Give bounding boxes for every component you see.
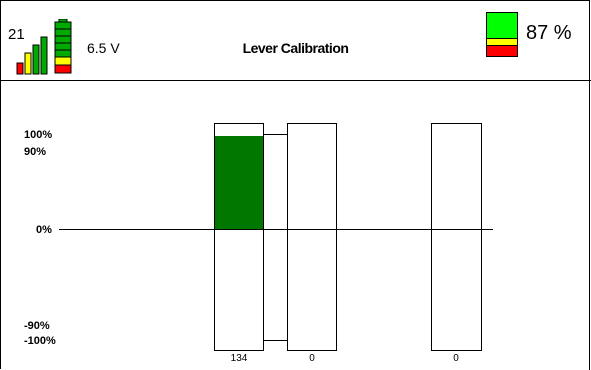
tx-battery-icon [486,12,518,57]
lever-value-2: 0 [309,353,315,364]
receiver-voltage: 6.5 V [87,40,120,56]
lever-level-fill-1 [215,136,263,230]
screen-frame-right [589,0,590,370]
lever-bar-3[interactable] [431,123,482,351]
signal-strength-value: 21 [8,26,25,43]
axis-label-100: 100% [24,129,53,141]
header-divider [0,80,591,81]
axis-label-minus-90: -90% [24,320,50,332]
zero-line [59,229,493,230]
page-title: Lever Calibration [242,40,349,56]
axis-label-90: 90% [24,146,47,158]
axis-label-minus-100: -100% [24,335,56,347]
lever-bar-2[interactable] [287,123,337,351]
calibration-tick-bottom [264,340,287,341]
lever-value-1: 134 [230,353,248,364]
lever-bar-1[interactable] [214,123,264,351]
tx-battery-percent: 87 % [526,22,572,44]
signal-battery-icon [16,19,72,75]
calibration-tick-top [264,134,287,135]
lever-value-3: 0 [453,353,459,364]
axis-label-0: 0% [36,224,52,236]
